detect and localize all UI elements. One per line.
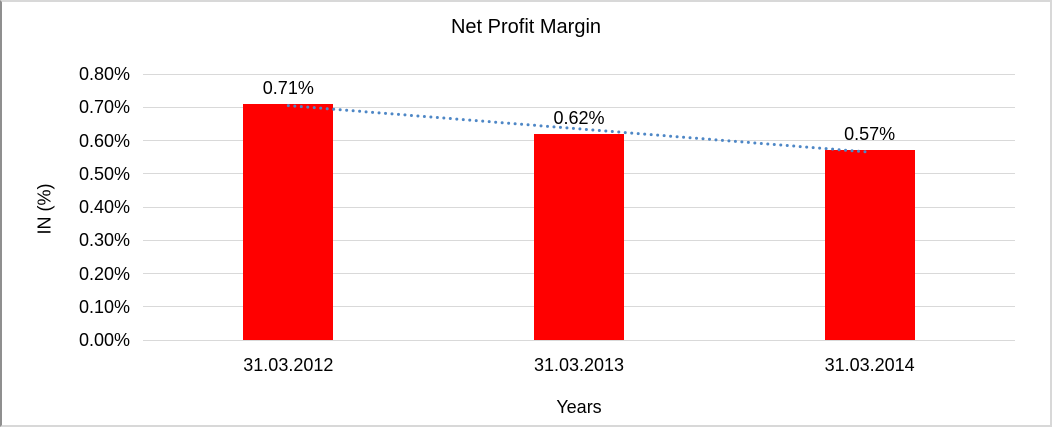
bar — [243, 103, 334, 340]
y-tick-label: 0.10% — [78, 296, 130, 317]
bar — [534, 133, 624, 340]
category-label: 31.03.2014 — [824, 355, 915, 375]
chart-title: Net Profit Margin — [450, 16, 602, 38]
y-tick-label: 0.00% — [78, 330, 130, 350]
y-tick-label: 0.70% — [78, 97, 130, 118]
y-tick-label: 0.60% — [78, 130, 130, 151]
x-axis-title: Years — [556, 397, 602, 417]
gridline — [143, 339, 1015, 341]
y-axis-title: IN (%) — [34, 183, 55, 235]
category-label: 31.03.2012 — [243, 355, 334, 375]
y-tick-label: 0.50% — [78, 163, 130, 184]
y-tick-label: 0.30% — [78, 230, 130, 251]
y-tick-label: 0.80% — [78, 64, 130, 84]
y-tick-label: 0.20% — [78, 263, 130, 284]
data-label: 0.62% — [553, 107, 605, 128]
category-label: 31.03.2013 — [533, 355, 625, 375]
data-label: 0.57% — [844, 124, 896, 145]
bar — [824, 150, 915, 340]
gridline — [143, 73, 1015, 75]
y-tick-label: 0.40% — [78, 197, 130, 217]
data-label: 0.71% — [262, 77, 314, 98]
